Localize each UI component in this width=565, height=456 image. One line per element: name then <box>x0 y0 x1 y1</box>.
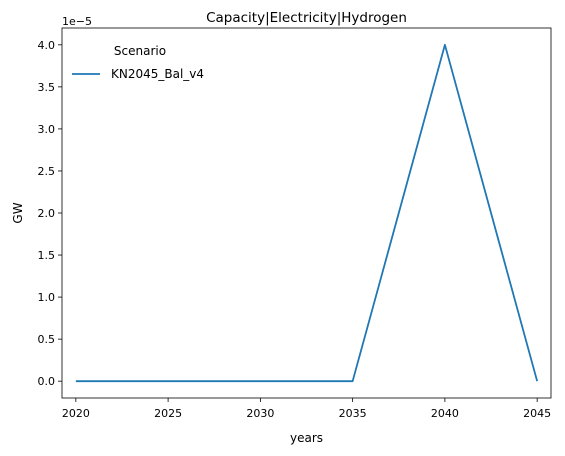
y-tick-label: 2.5 <box>38 165 56 178</box>
legend-title: Scenario <box>114 44 166 58</box>
x-tick-label: 2040 <box>431 407 459 420</box>
x-tick-label: 2030 <box>246 407 274 420</box>
x-tick-label: 2035 <box>339 407 367 420</box>
y-tick-label: 3.0 <box>38 123 56 136</box>
x-axis: 2020 2025 2030 2035 2040 2045 <box>62 398 551 420</box>
chart-title: Capacity|Electricity|Hydrogen <box>206 10 407 26</box>
x-axis-label: years <box>290 431 323 445</box>
x-tick-label: 2025 <box>154 407 182 420</box>
series-line <box>75 43 539 383</box>
x-tick-label: 2045 <box>523 407 551 420</box>
y-tick-label: 1.5 <box>38 249 56 262</box>
x-tick-label: 2020 <box>62 407 90 420</box>
legend-label-kn2045-bal-v4: KN2045_Bal_v4 <box>111 67 204 81</box>
y-tick-label: 2.0 <box>38 207 56 220</box>
y-tick-label: 3.5 <box>38 81 56 94</box>
series-layer <box>75 43 539 383</box>
y-offset-label: 1e−5 <box>62 15 92 28</box>
y-tick-label: 4.0 <box>38 39 56 52</box>
y-axis: 0.0 0.5 1.0 1.5 2.0 2.5 3.0 3.5 4.0 <box>38 39 62 388</box>
y-tick-label: 0.0 <box>38 375 56 388</box>
plot-area <box>61 27 552 399</box>
y-tick-label: 0.5 <box>38 333 56 346</box>
legend: Scenario KN2045_Bal_v4 <box>72 44 204 81</box>
y-axis-label: GW <box>11 202 25 223</box>
y-tick-label: 1.0 <box>38 291 56 304</box>
